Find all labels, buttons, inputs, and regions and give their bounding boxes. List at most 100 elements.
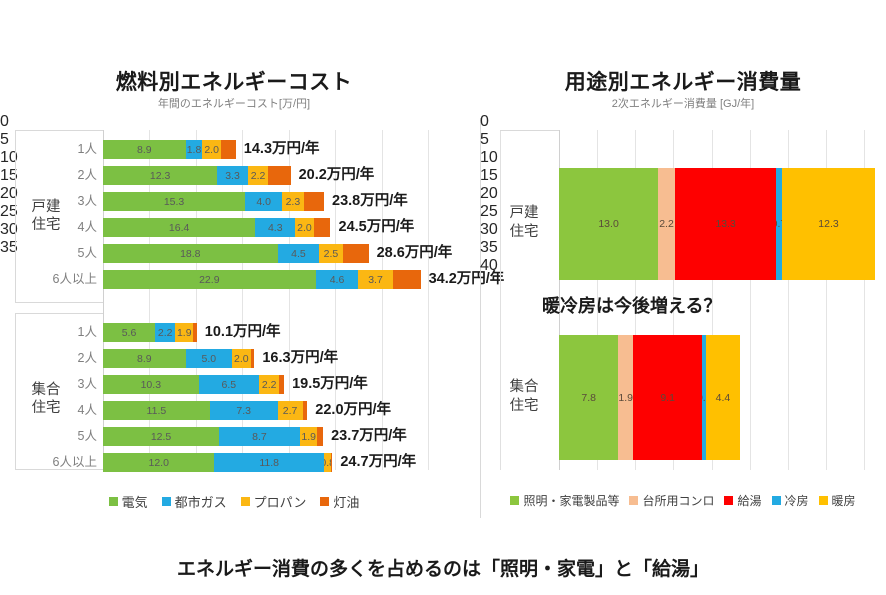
- right-bar-segment: 7.8: [559, 335, 619, 460]
- right-bar-segment: 0.5: [702, 335, 707, 460]
- legend-item-2: プロパン: [240, 492, 307, 511]
- legend-label: 都市ガス: [174, 495, 227, 510]
- legend-label: 電気: [121, 495, 148, 510]
- axis-tick: 15: [0, 167, 18, 184]
- bar-segment: 8.9: [103, 349, 186, 368]
- bar-row-total: 22.0万円/年: [315, 402, 392, 418]
- bar-segment: [342, 244, 369, 263]
- right-bar-segment: 13.0: [559, 168, 659, 280]
- right-bar-segment: 13.3: [674, 168, 777, 280]
- footnote-annotation: エネルギー消費の多くを占めるのは「照明・家電」と「給湯」: [176, 559, 709, 580]
- legend-label: プロパン: [253, 495, 307, 510]
- axis-line: [500, 130, 559, 131]
- bar-segment: 12.3: [103, 166, 218, 185]
- bar-segment: 3.3: [217, 166, 248, 185]
- bar-row-category: 4人: [77, 220, 97, 234]
- bar-group-label-apartment: 集合 住宅: [14, 381, 78, 417]
- bar-segment: 10.3: [103, 375, 199, 394]
- legend-swatch: [724, 496, 734, 505]
- mid-note-annotation: 暖冷房は今後増える？: [542, 296, 722, 316]
- bar-segment: 2.2: [258, 375, 280, 394]
- bar-row-total: 28.6万円/年: [376, 245, 453, 261]
- axis-tick: 15: [480, 167, 498, 184]
- bar-segment: 12.0: [103, 453, 215, 472]
- left-chart-subtitle: 年間のエネルギーコスト[万/円]: [157, 98, 311, 110]
- legend-label: 暖房: [831, 494, 856, 508]
- left-chart-plot: 1人 8.9 1.8 2.0 14.3万円/年 2人 12.3 3.3 2.2 20.2万円/年 3…: [0, 130, 504, 478]
- axis-tick: 25: [0, 203, 18, 220]
- bar-row-category: 2人: [77, 168, 97, 182]
- bar-row-total: 24.5万円/年: [338, 219, 415, 235]
- axis-tick: 5: [480, 131, 489, 148]
- axis-tick: 30: [0, 221, 18, 238]
- bar-row-category: 4人: [77, 403, 97, 417]
- bar-segment: [303, 192, 324, 211]
- bar-segment: 11.5: [103, 401, 210, 420]
- bar-segment: 1.8: [185, 140, 203, 159]
- bar-row: 5.6 2.2 1.9: [103, 323, 197, 342]
- group-label-line1: 戸建: [31, 199, 61, 215]
- legend-item-4: 暖房: [818, 492, 856, 509]
- right-bar-segment: 2.2: [658, 168, 675, 280]
- bar-segment: 18.8: [103, 244, 278, 263]
- bar-row: 15.3 4.0 2.3: [103, 192, 324, 211]
- legend-item-2: 給湯: [724, 492, 762, 509]
- bar-row: 11.5 7.3 2.7: [103, 401, 308, 420]
- bar-segment: 3.7: [358, 270, 393, 289]
- bar-row: 8.9 5.0 2.0: [103, 349, 255, 368]
- legend-item-1: 台所用コンロ: [629, 492, 714, 509]
- right-bar-row: 7.81.99.10.54.4: [559, 335, 740, 460]
- legend-swatch: [818, 496, 828, 505]
- legend-swatch: [240, 497, 250, 506]
- bar-segment: [302, 401, 308, 420]
- right-chart-legend: 照明・家電製品等 台所用コンロ 給湯 冷房 暖房: [480, 492, 886, 509]
- right-chart-title: 用途別エネルギー消費量: [564, 71, 802, 94]
- right-bar-row: 13.02.213.30.712.3: [559, 168, 876, 280]
- bar-row-total: 19.5万円/年: [292, 376, 368, 392]
- axis-line: [15, 130, 16, 302]
- bar-row-total: 23.8万円/年: [332, 193, 408, 209]
- bar-row-category: 6人以上: [52, 455, 97, 469]
- legend-label: 灯油: [333, 495, 360, 510]
- right-group-label-apartment: 集合 住宅: [492, 378, 556, 416]
- bar-segment: [331, 453, 333, 472]
- bar-row: 10.3 6.5 2.2: [103, 375, 285, 394]
- legend-swatch: [510, 496, 520, 505]
- bar-row-total: 10.1万円/年: [204, 324, 281, 340]
- bar-row: 22.9 4.6 3.7: [103, 270, 421, 289]
- group-label-line2: 住宅: [509, 224, 539, 240]
- legend-swatch: [629, 496, 639, 505]
- bar-segment: 7.3: [209, 401, 278, 420]
- legend-swatch: [108, 497, 118, 506]
- bar-segment: 12.5: [103, 427, 220, 446]
- right-chart-panel: 用途別エネルギー消費量 2次エネルギー消費量 [GJ/年] 0 5 10 15 20 25…: [480, 0, 886, 595]
- legend-item-1: 都市ガス: [161, 492, 227, 511]
- bar-row-total: 24.7万円/年: [340, 454, 417, 470]
- bar-segment: 15.3: [103, 192, 246, 211]
- bar-row-total: 20.2万円/年: [298, 167, 375, 183]
- axis-line: [15, 313, 103, 314]
- bar-row: 16.4 4.3 2.0: [103, 218, 331, 237]
- bar-row-category: 3人: [77, 194, 97, 208]
- axis-tick: 5: [0, 131, 9, 148]
- bar-row-category: 2人: [77, 351, 97, 365]
- left-chart-legend: 電気 都市ガス プロパン 灯油: [0, 492, 468, 511]
- bar-segment: [193, 323, 197, 342]
- bar-segment: [250, 349, 255, 368]
- axis-tick: 0: [0, 113, 9, 130]
- legend-item-0: 照明・家電製品等: [510, 492, 619, 509]
- bar-segment: 11.8: [214, 453, 324, 472]
- right-group-label-detached: 戸建 住宅: [492, 204, 556, 242]
- bar-row: 12.3 3.3 2.2: [103, 166, 291, 185]
- group-label-line1: 戸建: [509, 205, 539, 221]
- bar-row: 8.9 1.8 2.0: [103, 140, 236, 159]
- bar-segment: [268, 166, 291, 185]
- bar-segment: 2.5: [319, 244, 343, 263]
- bar-segment: 2.0: [295, 218, 314, 237]
- bar-row-category: 5人: [77, 429, 97, 443]
- bar-group-label-detached: 戸建 住宅: [14, 198, 78, 234]
- legend-label: 冷房: [784, 494, 809, 508]
- bar-segment: 5.6: [103, 323, 155, 342]
- right-bar-segment: 12.3: [781, 168, 876, 280]
- bar-row-total: 34.2万円/年: [428, 271, 505, 287]
